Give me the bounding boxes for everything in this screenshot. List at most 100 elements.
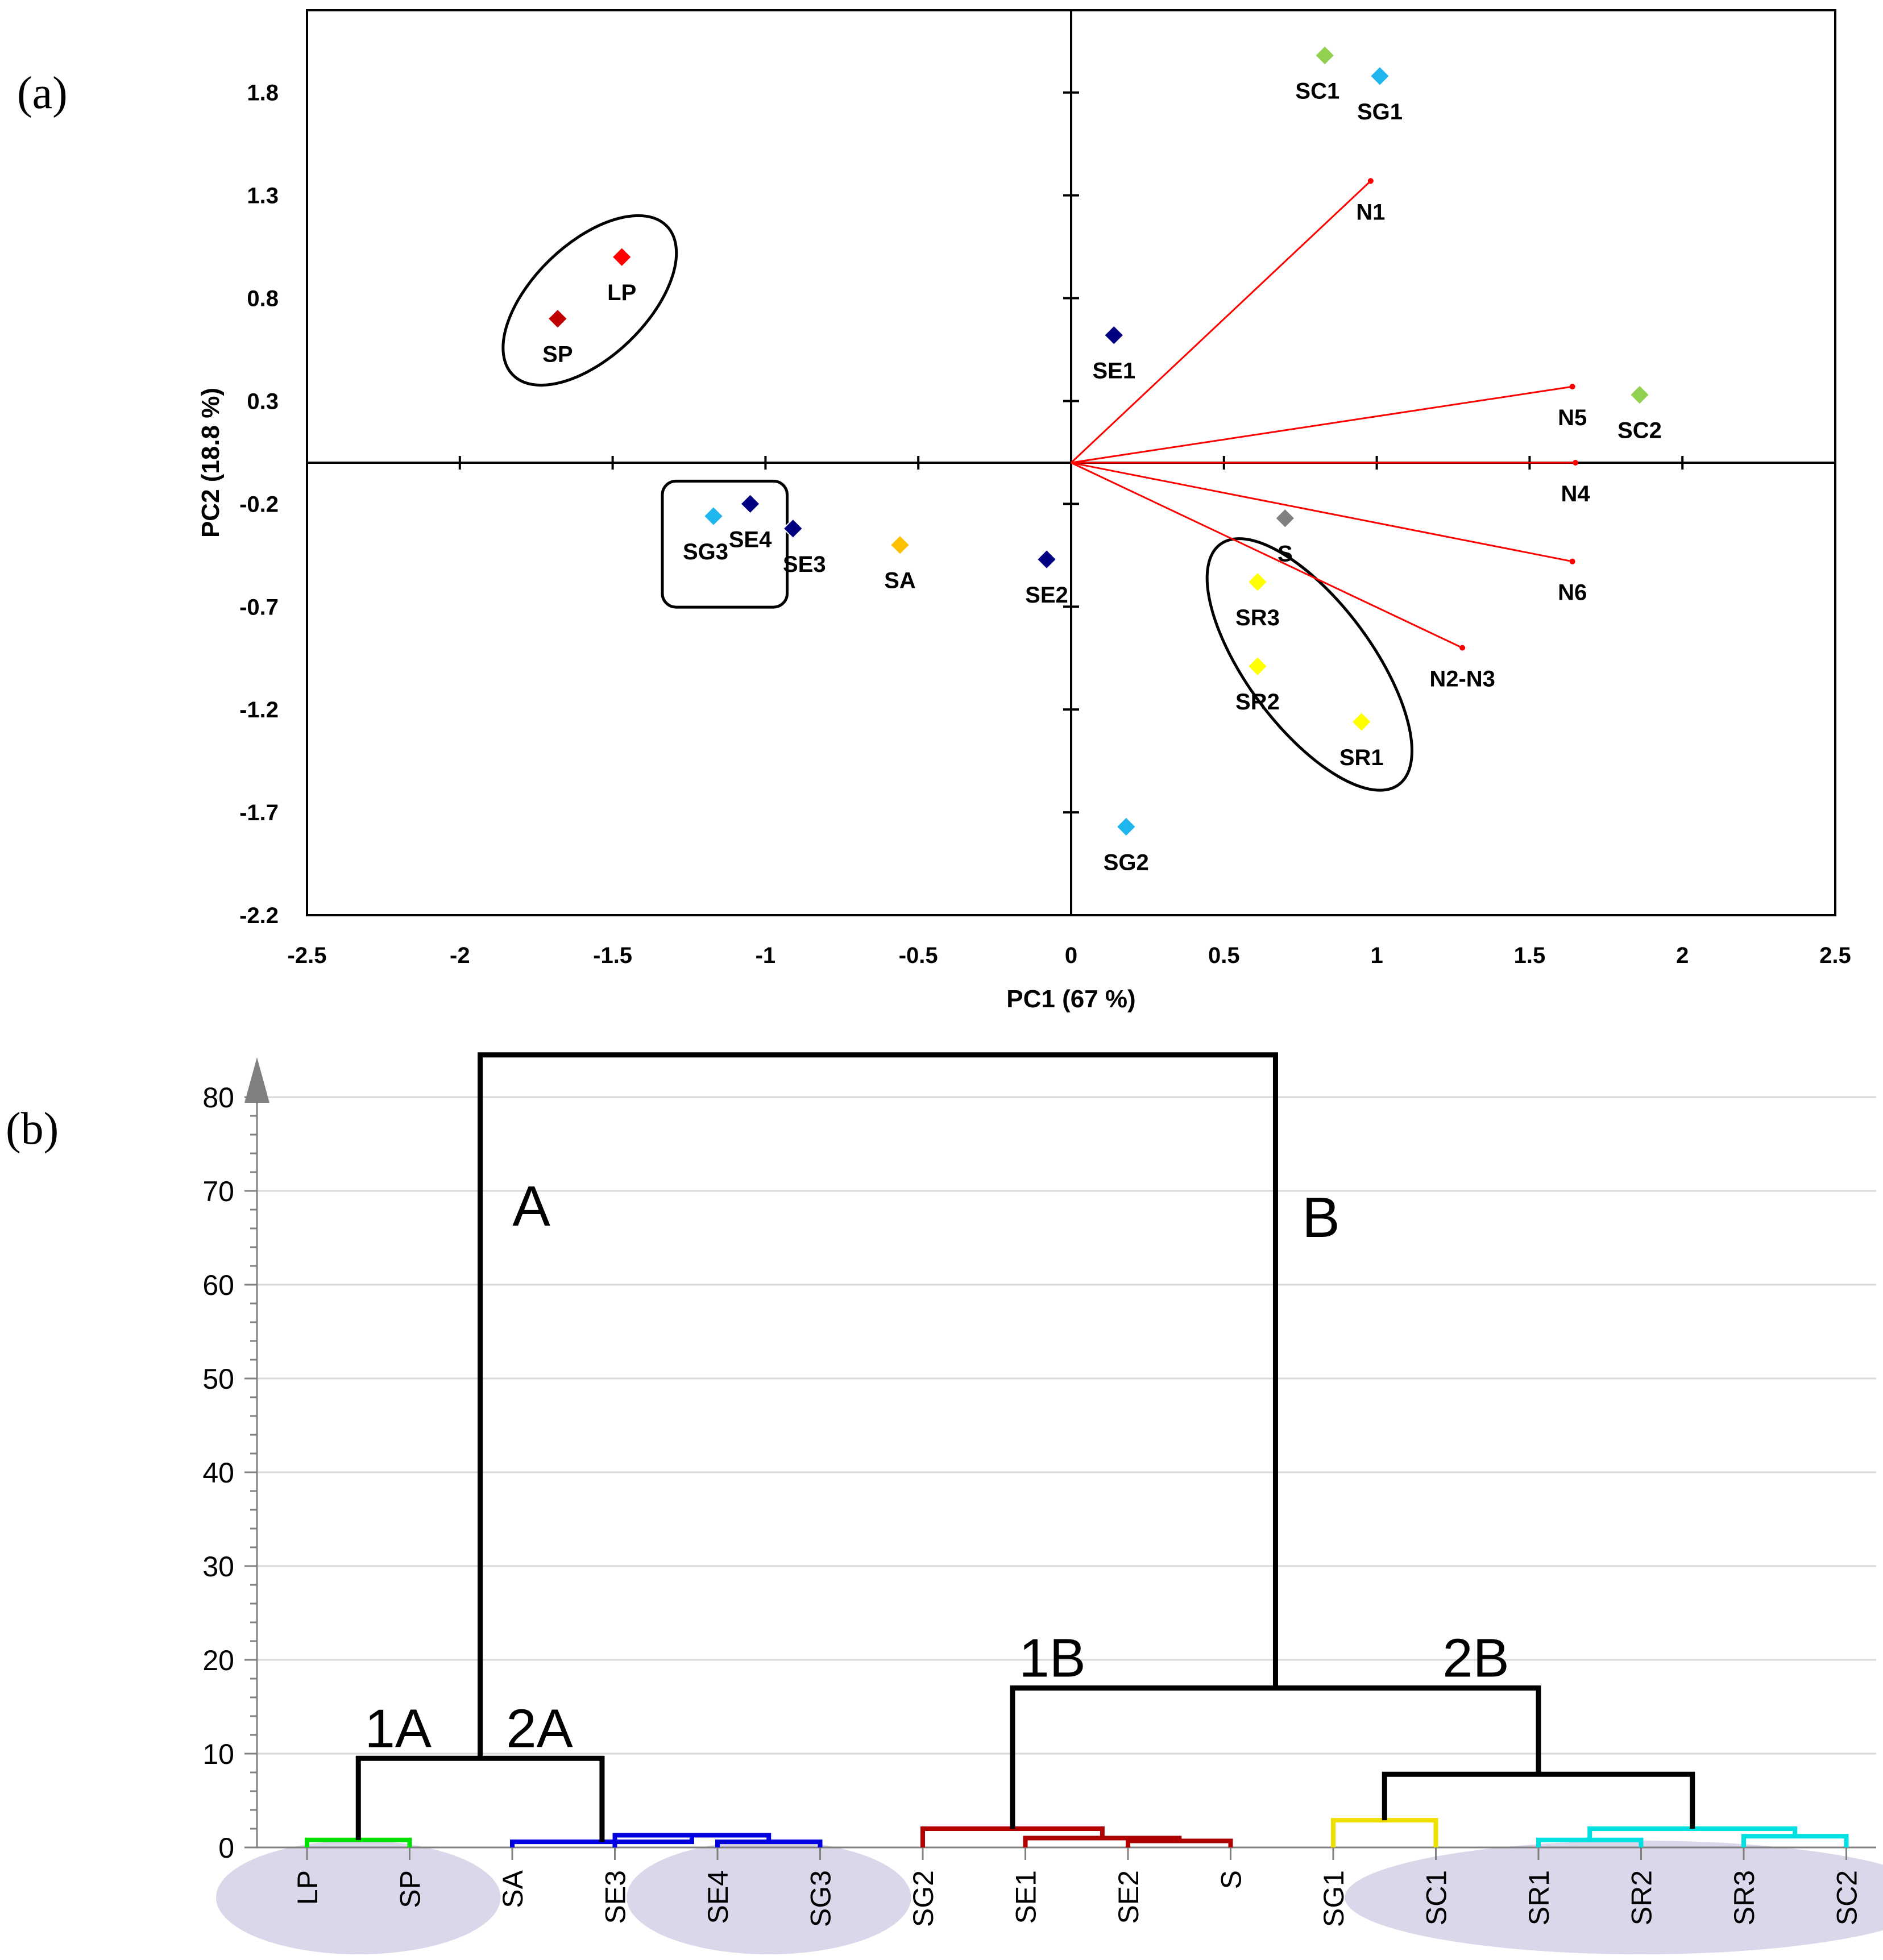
pca-point-label-sc1: SC1	[1295, 79, 1339, 104]
pca-point-label-se2: SE2	[1025, 583, 1068, 608]
pca-point-label-se3: SE3	[783, 552, 826, 577]
pca-y-tick-label: -0.7	[239, 595, 279, 620]
pca-point-s	[1274, 508, 1296, 529]
pca-x-tick-labels: -2.5 -2 -1.5 -1 -0.5 0 0.5 1 1.5 2 2.5	[288, 943, 1851, 968]
pca-y-tick-label: -1.2	[239, 697, 279, 722]
dendrogram-link-m15	[478, 1052, 1278, 1759]
pca-x-tick-label: 0	[1065, 943, 1077, 968]
pca-point-sg1	[1369, 65, 1391, 87]
dendrogram-cluster-label-1b: 1B	[1019, 1628, 1085, 1689]
dendrogram-leaf-label-se3: SE3	[600, 1870, 632, 1924]
pca-x-tick-label: -1.5	[593, 943, 632, 968]
dendrogram-links	[305, 1052, 1849, 1847]
dendrogram-link-m6	[1126, 1838, 1233, 1847]
dendrogram-y-tick-label: 0	[218, 1832, 234, 1864]
pca-point-label-sr3: SR3	[1235, 605, 1280, 630]
pca-point-label-sc2: SC2	[1617, 418, 1662, 443]
pca-vector-n2-n3	[1071, 462, 1463, 649]
dendrogram-leaf-label-lp: LP	[292, 1870, 323, 1905]
pca-group-box-1	[661, 479, 789, 609]
pca-vector-label-n4: N4	[1561, 481, 1590, 506]
dendrogram-cluster-labels: A B 1A 2A 1B 2B	[365, 1174, 1509, 1759]
pca-vector-n6	[1071, 462, 1573, 563]
dendrogram-leaf-label-s: S	[1216, 1870, 1247, 1889]
pca-vector-tip-n4	[1573, 460, 1579, 466]
pca-point-sg3	[703, 505, 724, 527]
pca-point-sr1	[1351, 711, 1372, 733]
dendrogram-leaf-label-sg1: SG1	[1318, 1870, 1350, 1927]
pca-point-sg2	[1115, 816, 1137, 837]
pca-vector-tip-n5	[1569, 384, 1575, 390]
dendrogram-leaf-label-sp: SP	[395, 1870, 426, 1908]
dendrogram-leaf-label-se1: SE1	[1010, 1870, 1042, 1924]
pca-group-ellipse-2	[1205, 537, 1413, 792]
pca-point-label-sg2: SG2	[1104, 850, 1149, 875]
pca-y-tick-label: 0.8	[247, 286, 279, 312]
dendrogram-cluster-label-1a: 1A	[365, 1698, 432, 1759]
pca-x-tick-label: -1	[756, 943, 776, 968]
dendrogram-y-tick-label: 40	[202, 1457, 234, 1489]
dendrogram-cluster-label-2a: 2A	[506, 1698, 573, 1759]
pca-point-sc1	[1314, 45, 1335, 67]
dendrogram-leaf-label-sc2: SC2	[1831, 1870, 1863, 1925]
dendrogram-link-m14	[1010, 1685, 1541, 1829]
pca-point-se1	[1103, 325, 1125, 346]
dendrogram-y-tick-label: 30	[202, 1551, 234, 1583]
dendrogram-y-tick-label: 20	[202, 1645, 234, 1676]
pca-biplot-panel: (a) N1 N5 N4 N6 N2-N3 SC1 SG1 LP SP SE1 SC2 SG3 SE4…	[17, 9, 1851, 1013]
panel-b-label: (b)	[6, 1104, 59, 1154]
pca-x-tick-label: 2	[1676, 943, 1689, 968]
pca-score-points: SC1 SG1 LP SP SE1 SC2 SG3 SE4 SE3 SA SE2 S SR3 SR2 SR1…	[542, 45, 1662, 875]
pca-point-label-sg1: SG1	[1357, 99, 1403, 124]
dendrogram-y-axis: 0 10 20 30 40 50 60 70 80	[202, 1057, 1876, 1864]
dendrogram-cluster-label-2b: 2B	[1442, 1628, 1509, 1689]
pca-group-ellipse-0	[501, 214, 678, 387]
pca-x-tick-label: -0.5	[899, 943, 938, 968]
pca-point-sa	[889, 534, 911, 556]
pca-vector-label-n1: N1	[1356, 200, 1385, 225]
dendrogram-y-tick-label: 60	[202, 1269, 234, 1301]
dendrogram-leaf-label-sa: SA	[497, 1870, 529, 1908]
pca-y-tick-label: -0.2	[239, 492, 279, 517]
pca-point-lp	[611, 246, 633, 268]
pca-point-label-s: S	[1278, 542, 1293, 567]
dendrogram-leaf-label-sr2: SR2	[1626, 1870, 1658, 1925]
dendrogram-leaf-label-sr3: SR3	[1728, 1870, 1760, 1925]
dendrogram-leaf-label-sg3: SG3	[805, 1870, 837, 1927]
pca-x-tick-label: 2.5	[1819, 943, 1851, 968]
pca-vector-n5	[1071, 385, 1573, 464]
dendrogram-y-tick-label: 10	[202, 1738, 234, 1770]
pca-vector-label-n6: N6	[1558, 580, 1587, 605]
pca-y-tick-label: 1.3	[247, 184, 279, 209]
pca-vector-label-n5: N5	[1558, 405, 1587, 430]
pca-point-label-sg3: SG3	[683, 539, 728, 564]
pca-x-tick-label: 0.5	[1208, 943, 1240, 968]
pca-point-label-se4: SE4	[729, 527, 772, 552]
pca-vector-tip-n2-n3	[1459, 645, 1466, 651]
dendrogram-leaf-highlight-2	[1345, 1841, 1883, 1954]
dendrogram-leaf-label-sg2: SG2	[907, 1870, 939, 1927]
pca-point-sc2	[1629, 384, 1650, 406]
dendrogram-gridlines	[257, 1096, 1876, 1755]
pca-vector-tip-n6	[1569, 558, 1575, 564]
pca-point-label-lp: LP	[607, 280, 636, 305]
pca-point-se4	[740, 493, 761, 514]
dendrogram-y-tick-label: 80	[202, 1082, 234, 1114]
pca-vector-n1	[1070, 180, 1371, 464]
pca-y-tick-label: 1.8	[247, 81, 279, 106]
pca-y-tick-label: 0.3	[247, 389, 279, 414]
dendrogram-y-tick-label: 70	[202, 1176, 234, 1207]
pca-point-se3	[782, 518, 804, 539]
dendrogram-cluster-label-b: B	[1302, 1186, 1340, 1249]
dendrogram-link-m9	[1331, 1818, 1438, 1847]
pca-point-se2	[1036, 549, 1057, 570]
dendrogram-y-axis-arrow	[244, 1057, 269, 1103]
pca-point-label-sp: SP	[542, 342, 573, 367]
dendrogram-leaf-highlights	[216, 1841, 1883, 1954]
pca-y-tick-labels: 1.8 1.3 0.8 0.3 -0.2 -0.7 -1.2 -1.7 -2.2	[239, 81, 279, 928]
pca-point-sr3	[1247, 571, 1268, 593]
pca-point-label-sa: SA	[884, 568, 916, 593]
pca-point-label-sr2: SR2	[1235, 690, 1280, 715]
